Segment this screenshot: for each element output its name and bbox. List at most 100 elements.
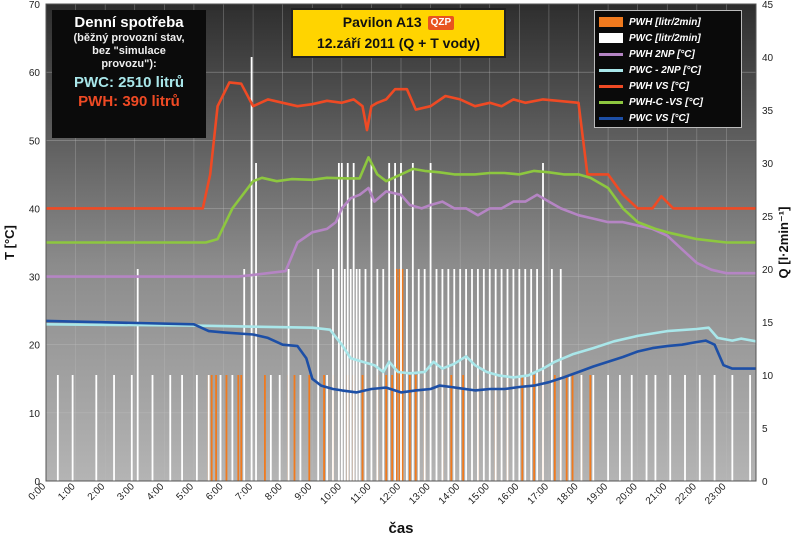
legend-swatch-line (599, 68, 623, 72)
pwh-bar (398, 269, 401, 481)
x-tick-label: 2:00 (86, 481, 108, 503)
x-tick-label: 13:00 (407, 481, 433, 507)
pwc-bar (130, 375, 133, 481)
legend-label: PWC - 2NP [°C] (629, 64, 701, 76)
x-tick-label: 19:00 (585, 481, 611, 507)
pwc-bar (352, 163, 355, 481)
x-tick-label: 11:00 (349, 481, 374, 506)
legend-swatch-bar (599, 17, 623, 27)
y-left-tick-label: 0 (34, 477, 40, 488)
pwh-bar (450, 375, 453, 481)
pwc-bar (477, 269, 479, 481)
x-tick-label: 17:00 (526, 481, 552, 507)
legend-label: PWH 2NP [°C] (629, 48, 695, 60)
x-tick-label: 16:00 (496, 481, 522, 507)
x-tick-label: 4:00 (145, 481, 167, 503)
legend-entry: PWH VS [°C] (599, 78, 737, 94)
pwc-bar (429, 163, 432, 481)
pwc-bar (195, 375, 198, 481)
pwh-bar (385, 375, 388, 481)
pwh-bar (391, 375, 394, 481)
pwc-bar (698, 375, 701, 481)
y-left-tick-label: 70 (29, 0, 41, 11)
pwh-vs-line (46, 81, 756, 210)
pwc-bar (346, 163, 349, 481)
pwc-bar (394, 163, 396, 481)
pwc-bar (542, 163, 544, 481)
y-left-tick-label: 20 (29, 341, 41, 352)
pwc-bar (326, 375, 328, 481)
pwc-bar (453, 269, 456, 481)
pwc-bar (317, 269, 320, 481)
legend-swatch (599, 17, 623, 27)
pwc-vs-line (45, 319, 756, 394)
x-tick-label: 3:00 (115, 481, 137, 503)
pwh-bar (395, 269, 398, 481)
y-right-tick-label: 0 (762, 477, 768, 488)
pwh-bar (264, 375, 266, 481)
legend-swatch-line (599, 84, 623, 88)
legend-entry: PWC - 2NP [°C] (599, 62, 737, 78)
pwc-bar (411, 163, 414, 481)
legend-swatch-line (599, 52, 623, 56)
legend-label: PWH VS [°C] (629, 80, 690, 92)
legend-entry: PWH 2NP [°C] (599, 46, 737, 62)
pwc-bar (406, 269, 408, 481)
pwc-bar (358, 269, 361, 481)
pwc-bar (382, 269, 385, 481)
pwc-bar (592, 375, 595, 481)
pwh-bar (225, 375, 228, 481)
y-left-axis-title: T [°C] (2, 225, 17, 260)
pwc-bar (332, 269, 334, 481)
pwc-bar (355, 269, 358, 481)
x-tick-label: 18:00 (555, 481, 581, 507)
pwc-bar (71, 375, 74, 481)
pwc-bar (447, 269, 450, 481)
pwh-2np-line (46, 186, 756, 278)
pwc-bar (684, 375, 686, 481)
x-tick-label: 5:00 (174, 481, 196, 503)
pwc-bar (287, 269, 290, 481)
legend-swatch-line (599, 100, 623, 104)
x-axis-title: čas (388, 520, 413, 537)
pwh-bar (293, 375, 296, 481)
pwc-bar (713, 375, 716, 481)
pwc-bar (364, 269, 367, 481)
pwc-bar (388, 163, 391, 481)
y-right-axis-title: Q [l·2min⁻¹] (776, 207, 791, 279)
legend-swatch-line (599, 116, 623, 120)
pwc-bar (136, 269, 139, 481)
pwc-bar (250, 57, 253, 481)
pwc-bar (512, 269, 515, 481)
legend-label: PWH-C -VS [°C] (629, 96, 703, 108)
pwc-bar (376, 269, 379, 481)
y-right-tick-label: 5 (762, 424, 768, 435)
pwh-bar (589, 375, 592, 481)
x-tick-label: 9:00 (293, 481, 315, 503)
pwh-c-vs-line (46, 156, 756, 244)
legend-entry: PWC VS [°C] (599, 110, 737, 126)
y-right-tick-label: 10 (762, 371, 774, 382)
pwc-bar (645, 375, 648, 481)
pwh-bar (553, 375, 556, 481)
y-right-tick-label: 30 (762, 159, 774, 170)
pwc-bar (269, 375, 272, 481)
pwc-bar (441, 269, 444, 481)
y-left-tick-label: 50 (29, 136, 41, 147)
x-tick-label: 14:00 (437, 481, 463, 507)
x-tick-label: 21:00 (644, 481, 670, 507)
pwc-bar (349, 269, 352, 481)
pwc-bar (550, 269, 553, 481)
y-left-tick-label: 10 (29, 409, 41, 420)
chart-title-box: Pavilon A13 QZP 12.září 2011 (Q + T vody) (291, 8, 506, 58)
pwc-bar (654, 375, 657, 481)
pwh-bar (240, 375, 243, 481)
plot-frame (45, 3, 757, 482)
legend-label: PWH [litr/2min] (629, 16, 701, 28)
pwc-bar (151, 375, 154, 481)
pwc-bar (607, 375, 609, 481)
legend-entry: PWC [litr/2min] (599, 30, 737, 46)
x-tick-label: 10:00 (318, 481, 344, 507)
pwc-bar (423, 269, 426, 481)
legend-swatch (599, 33, 623, 43)
